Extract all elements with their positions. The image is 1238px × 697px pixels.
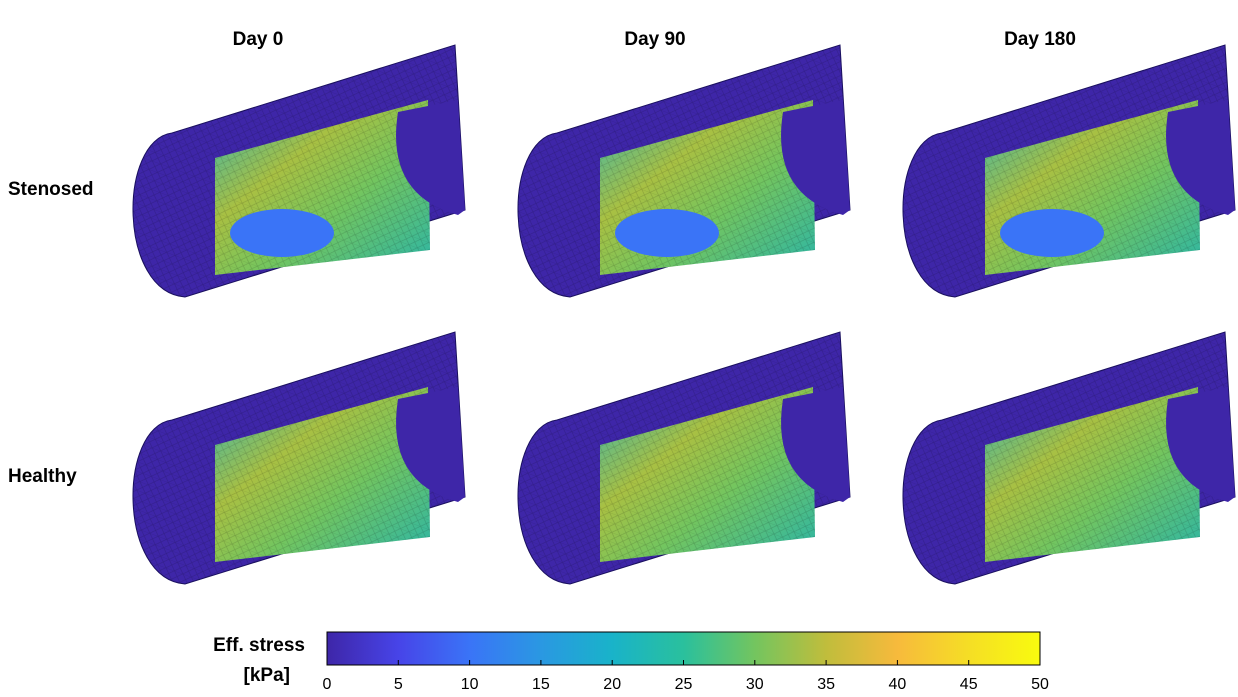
colorbar-label: Eff. stress <box>213 635 305 656</box>
tick-label: 5 <box>394 676 403 693</box>
plaque <box>615 209 719 257</box>
lumen-end <box>396 100 465 215</box>
lumen-end <box>781 100 850 215</box>
tick-label: 10 <box>461 676 479 693</box>
tick-label: 45 <box>960 676 978 693</box>
tick-label: 30 <box>746 676 764 693</box>
tick-label: 0 <box>323 676 332 693</box>
tick-label: 50 <box>1031 676 1049 693</box>
vessel-render <box>902 44 1236 298</box>
row-label: Healthy <box>8 466 77 487</box>
tick-label: 20 <box>603 676 621 693</box>
lumen-end <box>1166 100 1235 215</box>
plaque <box>1000 209 1104 257</box>
vessel-render <box>902 331 1236 585</box>
lumen-mesh <box>985 387 1200 562</box>
lumen-end <box>396 387 465 502</box>
tick-label: 35 <box>817 676 835 693</box>
column-title: Day 90 <box>624 29 685 50</box>
tick-label: 40 <box>889 676 907 693</box>
vessel-render <box>517 44 851 298</box>
column-title: Day 0 <box>233 29 284 50</box>
column-title: Day 180 <box>1004 29 1076 50</box>
tick-label: 25 <box>675 676 693 693</box>
lumen-end <box>781 387 850 502</box>
vessel-render <box>132 44 466 298</box>
vessel-render <box>517 331 851 585</box>
plaque <box>230 209 334 257</box>
tick-label: 15 <box>532 676 550 693</box>
row-label: Stenosed <box>8 179 94 200</box>
vessel-render <box>132 331 466 585</box>
lumen-mesh <box>600 387 815 562</box>
lumen-end <box>1166 387 1235 502</box>
lumen-mesh <box>215 387 430 562</box>
colorbar-unit: [kPa] <box>244 665 290 686</box>
